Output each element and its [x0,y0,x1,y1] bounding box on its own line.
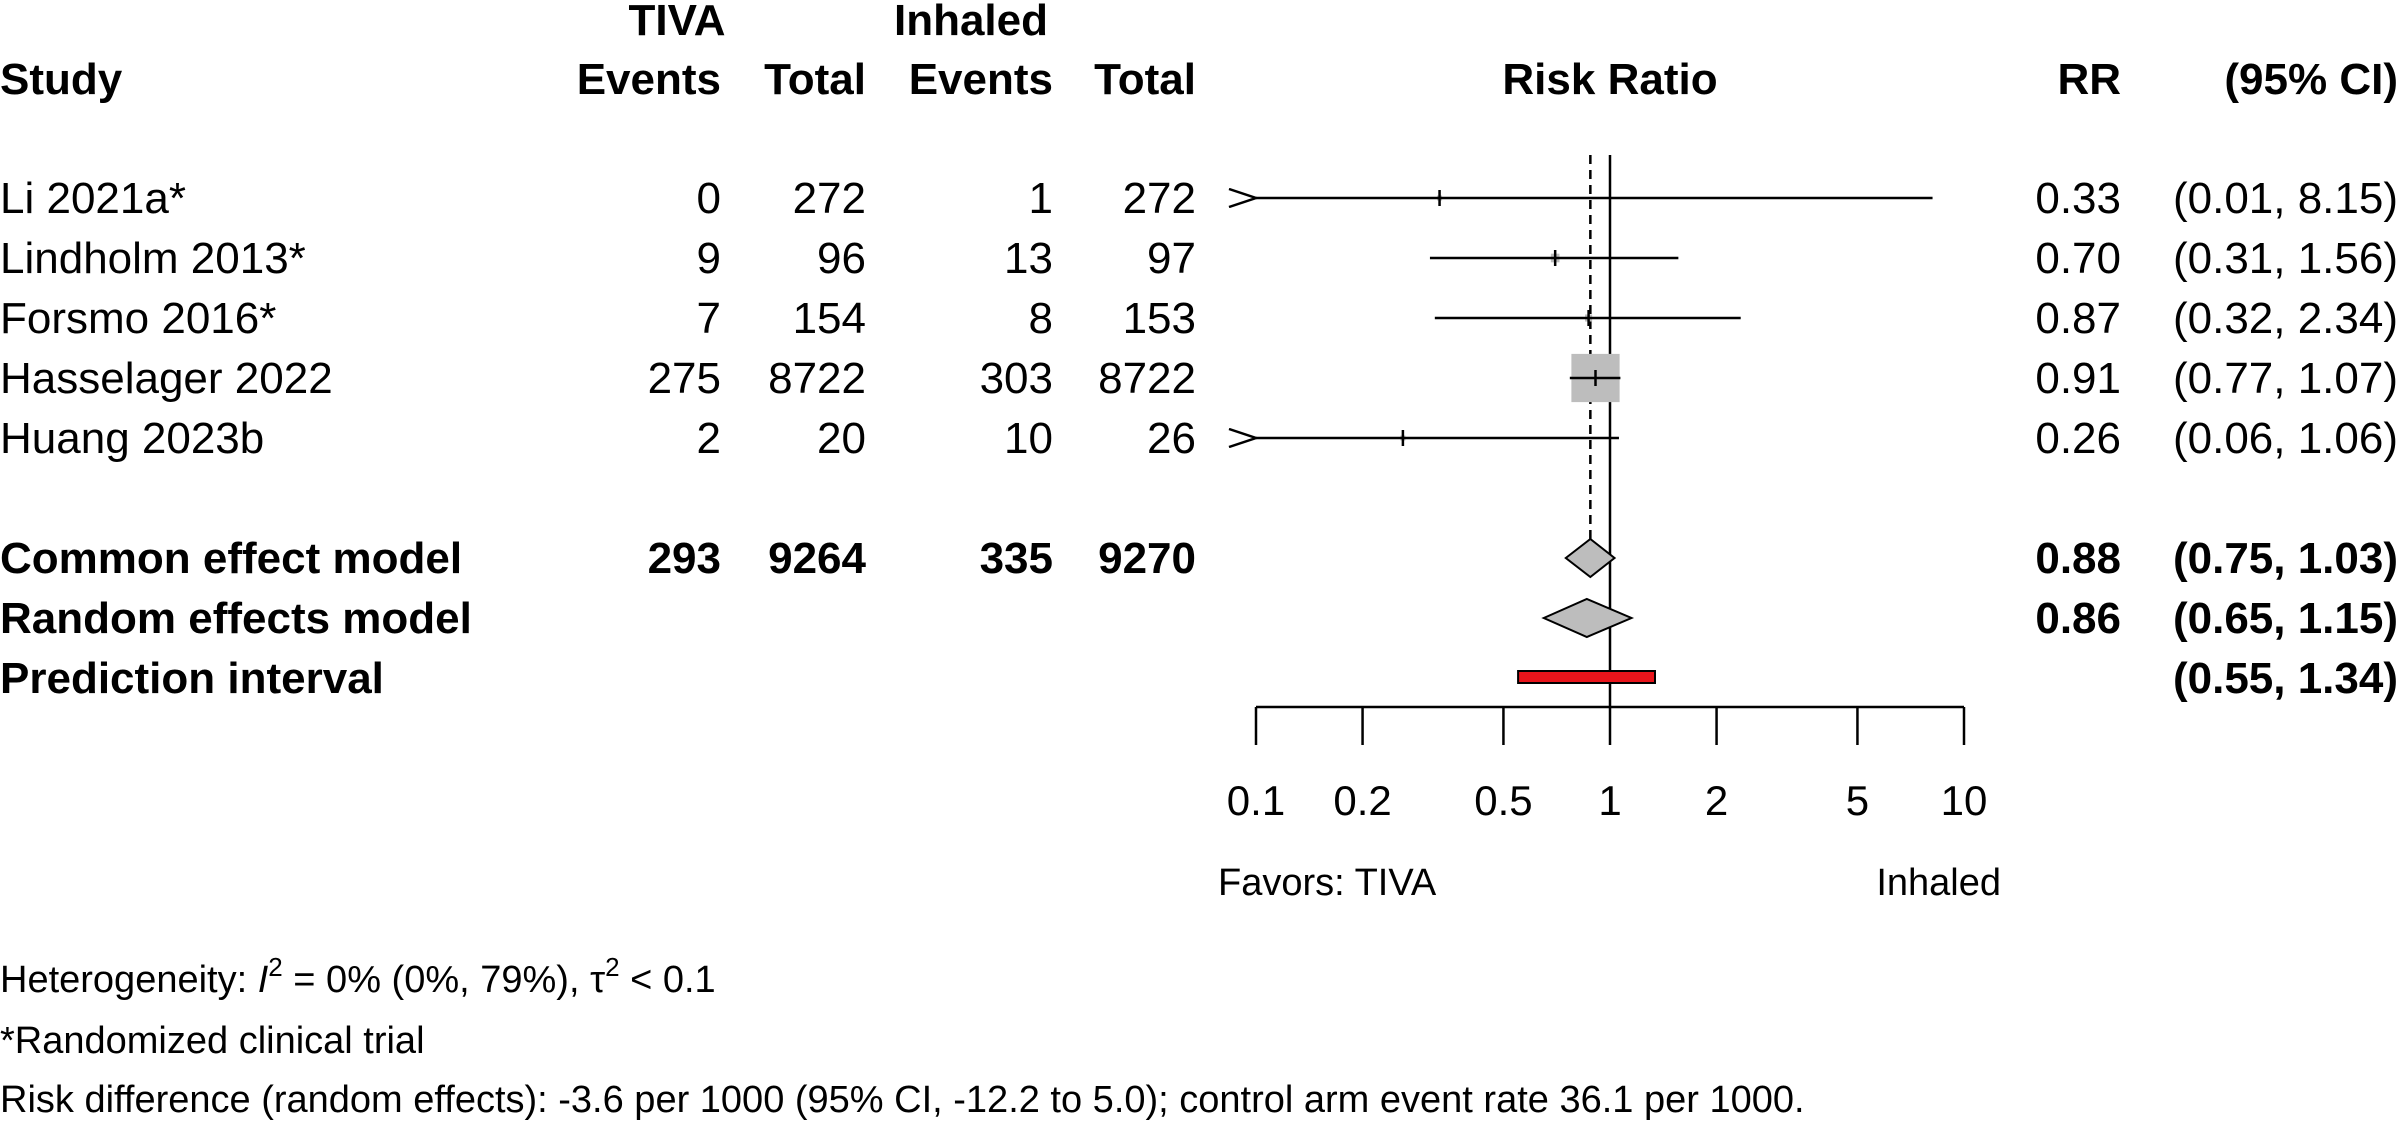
study-name: Li 2021a* [0,174,186,223]
inhaled-events: 8 [1029,294,1053,343]
common-inhaled-total: 9270 [1098,534,1196,583]
prediction-interval-label: Prediction interval [0,654,384,703]
ci-value: (0.77, 1.07) [2173,354,2398,403]
group2-header: Inhaled [894,0,1048,45]
prediction-interval-row: Prediction interval (0.55, 1.34) [0,654,2398,703]
tiva-events: 7 [697,294,721,343]
rct-note: *Randomized clinical trial [0,1020,425,1062]
ci-value: (0.06, 1.06) [2173,414,2398,463]
inhaled-events: 1 [1029,174,1053,223]
study-row: Lindholm 2013* 9 96 13 97 0.70 (0.31, 1.… [0,234,2398,283]
random-effects-label: Random effects model [0,594,472,643]
events1-header: Events [577,55,721,104]
study-row: Li 2021a* 0 272 1 272 0.33 (0.01, 8.15) [0,174,2398,223]
common-effect-diamond [1564,537,1617,579]
x-tick-label: 0.5 [1474,777,1532,824]
study-row: Hasselager 2022 275 8722 303 8722 0.91 (… [0,354,2398,403]
common-tiva-events: 293 [648,534,721,583]
random-effects-diamond [1541,597,1635,639]
tiva-total: 272 [793,174,866,223]
ci-value: (0.01, 8.15) [2173,174,2398,223]
study-name: Forsmo 2016* [0,294,276,343]
random-ci: (0.65, 1.15) [2173,594,2398,643]
tiva-events: 275 [648,354,721,403]
tiva-events: 2 [697,414,721,463]
random-effects-row: Random effects model 0.86 (0.65, 1.15) [0,594,2398,643]
ci-value: (0.32, 2.34) [2173,294,2398,343]
x-tick-label: 1 [1598,777,1621,824]
common-effect-row: Common effect model 293 9264 335 9270 0.… [0,534,2398,583]
rr-value: 0.87 [2035,294,2121,343]
x-tick-label: 0.1 [1227,777,1285,824]
study-row: Huang 2023b 2 20 10 26 0.26 (0.06, 1.06) [0,414,2398,463]
prediction-interval-bar [1517,670,1656,684]
study-name: Huang 2023b [0,414,264,463]
tiva-total: 8722 [768,354,866,403]
inhaled-total: 272 [1123,174,1196,223]
inhaled-events: 10 [1004,414,1053,463]
prediction-ci: (0.55, 1.34) [2173,654,2398,703]
group1-header: TIVA [629,0,726,45]
common-ci: (0.75, 1.03) [2173,534,2398,583]
forest-marks [1256,155,1933,706]
x-axis: 0.1 0.2 0.5 1 2 5 10 [1227,705,1988,824]
tiva-events: 0 [697,174,721,223]
total1-header: Total [764,55,866,104]
study-row: Forsmo 2016* 7 154 8 153 0.87 (0.32, 2.3… [0,294,2398,343]
ci-value: (0.31, 1.56) [2173,234,2398,283]
tiva-total: 20 [817,414,866,463]
common-inhaled-events: 335 [980,534,1053,583]
inhaled-total: 8722 [1098,354,1196,403]
x-tick-label: 0.2 [1333,777,1391,824]
inhaled-events: 13 [1004,234,1053,283]
risk-difference-note: Risk difference (random effects): -3.6 p… [0,1079,1805,1121]
favors-left-label: Favors: TIVA [1218,862,1437,904]
rr-header: RR [2057,55,2121,104]
rr-value: 0.70 [2035,234,2121,283]
x-tick-label: 10 [1941,777,1988,824]
study-header: Study [0,55,123,104]
study-name: Hasselager 2022 [0,354,333,403]
common-rr: 0.88 [2035,534,2121,583]
events2-header: Events [909,55,1053,104]
rr-value: 0.33 [2035,174,2121,223]
ci-header: (95% CI) [2224,55,2398,104]
random-rr: 0.86 [2035,594,2121,643]
rr-value: 0.26 [2035,414,2121,463]
inhaled-total: 26 [1147,414,1196,463]
x-tick-label: 2 [1705,777,1728,824]
inhaled-total: 97 [1147,234,1196,283]
common-effect-label: Common effect model [0,534,462,583]
rr-value: 0.91 [2035,354,2121,403]
tiva-events: 9 [697,234,721,283]
tiva-total: 154 [793,294,866,343]
inhaled-events: 303 [980,354,1053,403]
favors-right-label: Inhaled [1876,862,2001,904]
heterogeneity-note: Heterogeneity: I2 = 0% (0%, 79%), τ2 < 0… [0,952,716,1001]
inhaled-total: 153 [1123,294,1196,343]
total2-header: Total [1094,55,1196,104]
x-tick-label: 5 [1846,777,1869,824]
common-tiva-total: 9264 [768,534,866,583]
plot-title: Risk Ratio [1502,55,1717,104]
tiva-total: 96 [817,234,866,283]
study-name: Lindholm 2013* [0,234,306,283]
